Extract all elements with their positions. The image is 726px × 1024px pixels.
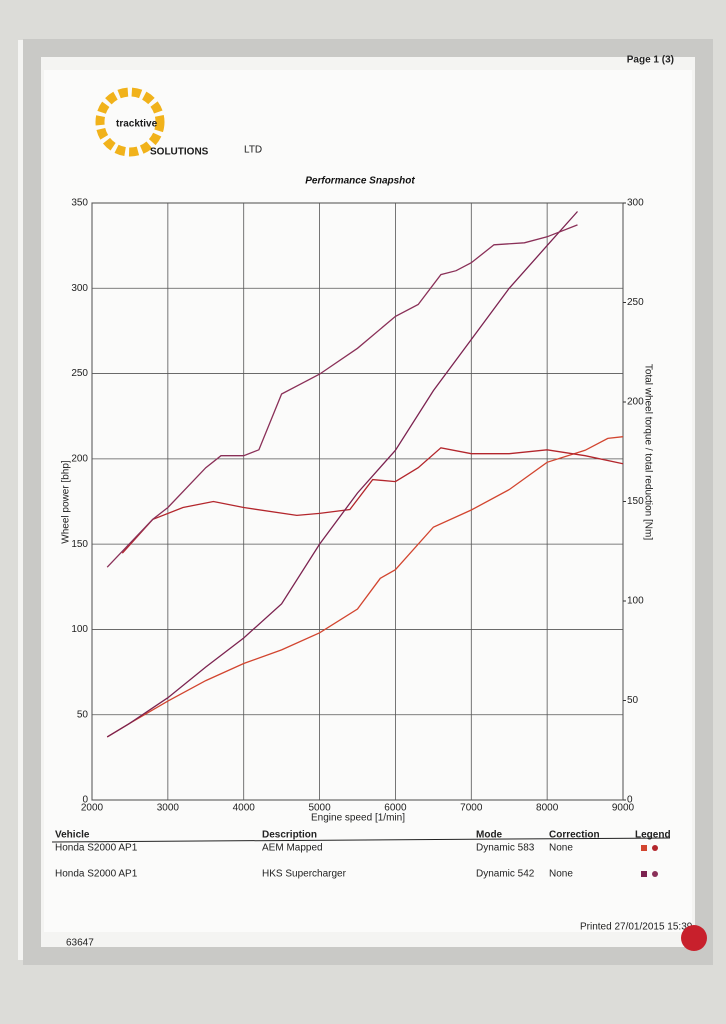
table-rule	[51, 837, 671, 843]
legend-swatch	[652, 845, 658, 851]
series-line	[106, 211, 578, 738]
legend-swatch	[641, 871, 647, 877]
table-cell: Dynamic 583	[476, 843, 535, 854]
series-line	[106, 224, 578, 568]
y-tick-label: 300	[71, 283, 88, 294]
x-tick-label: 4000	[233, 803, 256, 814]
page-label: Page 1 (3)	[627, 55, 674, 66]
table-header: Correction	[549, 830, 600, 841]
table-cell: Dynamic 542	[476, 869, 535, 880]
table-header: Mode	[476, 830, 503, 841]
brand-name: tracktive	[116, 119, 158, 130]
y-tick-label: 250	[71, 368, 88, 379]
y-axis-label: Wheel power [bhp]	[61, 460, 72, 544]
brand-sub: SOLUTIONS	[150, 147, 209, 158]
y-tick-label: 200	[71, 453, 88, 464]
x-tick-label: 9000	[612, 803, 635, 814]
x-tick-label: 3000	[157, 803, 180, 814]
y2-tick-label: 250	[627, 297, 644, 308]
table-cell: Honda S2000 AP1	[55, 869, 138, 880]
stamp	[681, 925, 707, 951]
brand-suffix: LTD	[244, 145, 262, 156]
y2-tick-label: 300	[627, 198, 644, 209]
y2-axis-label: Total wheel torque / total reduction [Nm…	[642, 364, 653, 540]
y-tick-label: 100	[71, 624, 88, 635]
x-axis-label: Engine speed [1/min]	[311, 813, 405, 824]
table-cell: HKS Supercharger	[262, 869, 347, 880]
printed-date: Printed 27/01/2015 15:39	[580, 922, 693, 933]
y-tick-label: 50	[77, 709, 89, 720]
x-tick-label: 5000	[308, 803, 331, 814]
y2-tick-label: 100	[627, 596, 644, 607]
y2-tick-label: 50	[627, 695, 639, 706]
paper-border	[23, 39, 713, 965]
paper-inner	[44, 70, 692, 932]
y2-tick-label: 150	[627, 496, 644, 507]
table-header: Vehicle	[55, 830, 90, 841]
y-tick-label: 350	[71, 198, 88, 209]
x-tick-label: 8000	[536, 803, 559, 814]
chart-title: Performance Snapshot	[305, 176, 415, 187]
table-header: Legend	[635, 830, 671, 841]
table-cell: Honda S2000 AP1	[55, 843, 138, 854]
x-tick-label: 7000	[460, 803, 483, 814]
y-tick-label: 0	[82, 795, 88, 806]
table-header: Description	[262, 830, 317, 841]
legend-swatch	[652, 871, 658, 877]
table-cell: None	[549, 843, 573, 854]
series-line	[106, 436, 624, 738]
logo-gear	[95, 87, 165, 157]
series-line	[121, 447, 624, 554]
y2-tick-label: 200	[627, 397, 644, 408]
x-tick-label: 6000	[384, 803, 407, 814]
x-tick-label: 2000	[81, 803, 104, 814]
table-cell: AEM Mapped	[262, 843, 323, 854]
table-cell: None	[549, 869, 573, 880]
y-tick-label: 150	[71, 539, 88, 550]
y2-tick-label: 0	[627, 795, 633, 806]
footer-code: 63647	[66, 938, 94, 949]
legend-swatch	[641, 845, 647, 851]
